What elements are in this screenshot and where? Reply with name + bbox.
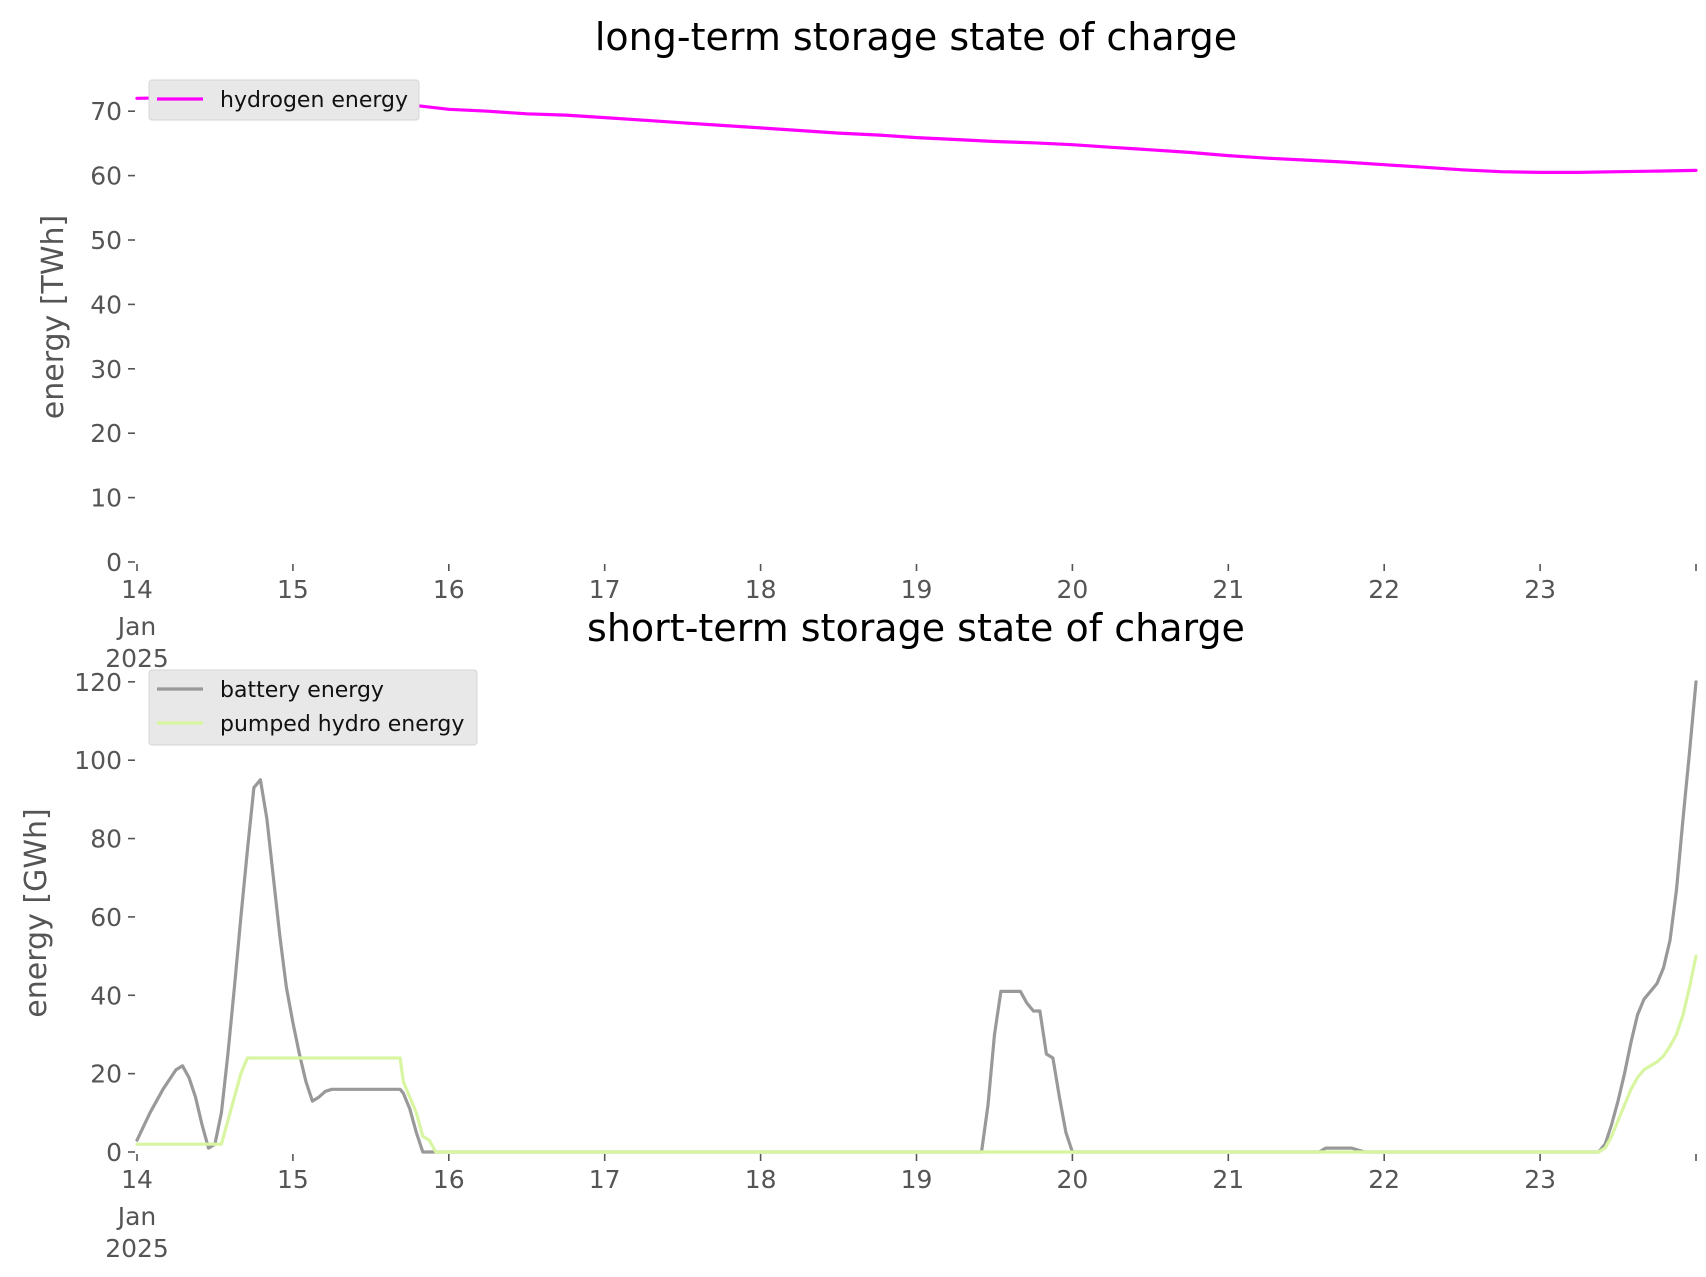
legend-label-hydrogen-energy: hydrogen energy	[220, 88, 408, 113]
long-term-y-ticks: 0 10 20 30 40 50 60 70	[90, 97, 135, 577]
long-term-x-tick-label: 15	[277, 575, 309, 604]
short-term-x-tick-label: 14	[121, 1165, 153, 1194]
short-term-y-tick-label: 120	[74, 668, 122, 697]
short-term-x-tick-label: 23	[1524, 1165, 1556, 1194]
long-term-x-tick-label: 23	[1524, 575, 1556, 604]
short-term-x-tick-label: 20	[1056, 1165, 1088, 1194]
short-term-x-tick-label: 21	[1212, 1165, 1244, 1194]
short-term-x-tick-label: 19	[901, 1165, 933, 1194]
long-term-y-tick-label: 40	[90, 290, 122, 319]
long-term-chart: long-term storage state of charge energy…	[36, 15, 1698, 673]
short-term-y-tick-label: 20	[90, 1060, 122, 1089]
long-term-x-tick-label: 21	[1212, 575, 1244, 604]
long-term-legend-box	[148, 79, 420, 121]
long-term-x-tick-sublabel: Jan	[116, 612, 157, 641]
long-term-y-tick-label: 30	[90, 355, 122, 384]
short-term-x-tick-sublabel: Jan	[116, 1202, 157, 1231]
legend-label-pumped-hydro-energy: pumped hydro energy	[220, 712, 464, 737]
long-term-y-tick-label: 20	[90, 419, 122, 448]
long-term-legend: hydrogen energy	[148, 79, 420, 121]
long-term-x-tick-label: 14	[121, 575, 153, 604]
series-line-battery-energy	[135, 680, 1698, 1154]
long-term-y-tick-label: 60	[90, 162, 122, 191]
short-term-x-tick-label: 22	[1368, 1165, 1400, 1194]
short-term-legend-box	[148, 669, 478, 746]
short-term-legend: battery energy pumped hydro energy	[148, 669, 478, 746]
short-term-x-tick-label: 15	[277, 1165, 309, 1194]
long-term-x-ticks: 14 Jan 2025 15 16 17 18 19 20 21 22 23	[105, 564, 1697, 673]
short-term-y-tick-label: 80	[90, 825, 122, 854]
long-term-chart-title: long-term storage state of charge	[595, 15, 1237, 59]
long-term-y-tick-label: 50	[90, 226, 122, 255]
short-term-x-tick-sublabel: 2025	[105, 1234, 169, 1263]
long-term-x-tick-label: 18	[745, 575, 777, 604]
short-term-y-tick-label: 60	[90, 903, 122, 932]
series-line-pumped-hydro-energy	[135, 954, 1698, 1154]
long-term-x-tick-label: 22	[1368, 575, 1400, 604]
long-term-y-axis-label: energy [TWh]	[36, 215, 71, 419]
legend-label-battery-energy: battery energy	[220, 678, 384, 703]
long-term-x-tick-label: 20	[1056, 575, 1088, 604]
short-term-x-ticks: 14 Jan 2025 15 16 17 18 19 20 21 22 23	[105, 1154, 1697, 1263]
short-term-chart-title: short-term storage state of charge	[587, 606, 1245, 650]
short-term-series-lines	[135, 680, 1698, 1154]
long-term-x-tick-label: 17	[589, 575, 621, 604]
long-term-x-tick-sublabel: 2025	[105, 644, 169, 673]
short-term-y-axis-label: energy [GWh]	[19, 808, 54, 1017]
short-term-y-tick-label: 0	[106, 1138, 122, 1167]
short-term-x-tick-label: 16	[433, 1165, 465, 1194]
long-term-y-tick-label: 10	[90, 484, 122, 513]
short-term-y-tick-label: 100	[74, 746, 122, 775]
long-term-x-tick-label: 19	[901, 575, 933, 604]
long-term-x-tick-label: 16	[433, 575, 465, 604]
long-term-y-tick-label: 0	[106, 548, 122, 577]
short-term-x-tick-label: 18	[745, 1165, 777, 1194]
short-term-y-tick-label: 40	[90, 981, 122, 1010]
long-term-y-tick-label: 70	[90, 97, 122, 126]
short-term-chart: short-term storage state of charge energ…	[19, 606, 1698, 1263]
short-term-x-tick-label: 17	[589, 1165, 621, 1194]
short-term-y-ticks: 0 20 40 60 80 100 120	[74, 668, 135, 1167]
